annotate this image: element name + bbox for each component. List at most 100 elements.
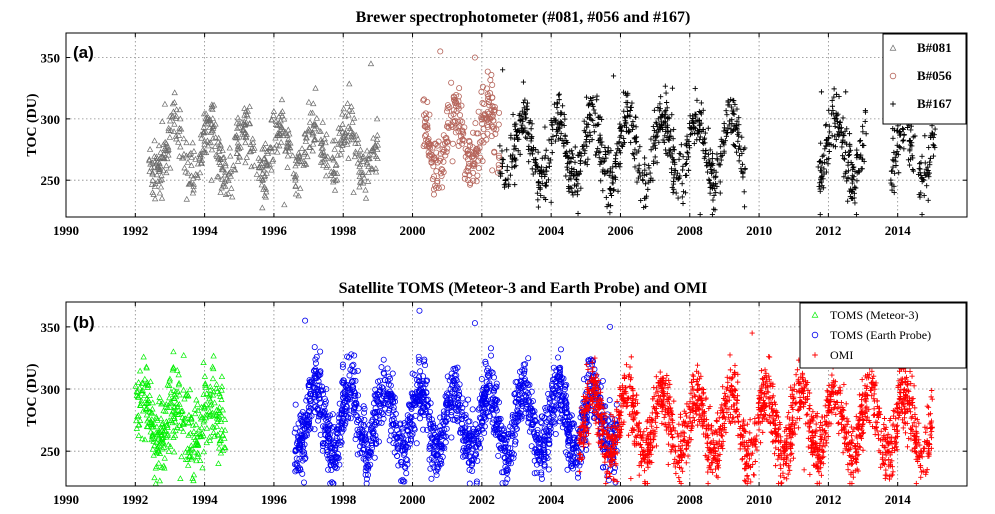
data-point-toms-meteor-3- <box>203 439 210 446</box>
data-point-b-081 <box>190 147 198 154</box>
data-point-toms-meteor-3- <box>202 381 209 388</box>
data-point-toms-meteor-3- <box>176 422 183 428</box>
data-point-b-167 <box>706 177 712 184</box>
data-point-toms-earth-probe- <box>484 372 491 379</box>
data-point-b-081 <box>235 120 243 126</box>
data-point-b-167 <box>666 137 672 143</box>
data-point-b-056 <box>431 173 438 180</box>
data-point-toms-meteor-3- <box>136 367 144 374</box>
data-point-b-167 <box>922 133 928 139</box>
data-point-b-167 <box>717 162 723 168</box>
data-point-toms-earth-probe- <box>442 433 449 440</box>
data-point-b-056 <box>434 142 441 149</box>
x-tick-label: 1992 <box>122 223 148 238</box>
data-point-b-056 <box>457 117 464 124</box>
data-point-b-056 <box>433 149 440 156</box>
data-point-toms-earth-probe- <box>315 378 322 385</box>
data-point-b-167 <box>730 127 737 133</box>
data-point-b-167 <box>714 151 720 157</box>
data-point-b-167 <box>664 105 670 111</box>
data-point-b-167 <box>591 107 597 113</box>
data-point-b-167 <box>538 192 544 199</box>
data-point-b-081 <box>234 139 242 146</box>
data-point-toms-meteor-3- <box>193 396 200 403</box>
data-point-toms-meteor-3- <box>135 379 142 385</box>
data-point-toms-earth-probe- <box>451 394 458 401</box>
data-point-b-081 <box>277 117 284 124</box>
data-point-toms-earth-probe- <box>528 388 535 395</box>
data-point-toms-earth-probe- <box>363 464 370 471</box>
data-point-b-081 <box>216 140 224 147</box>
data-point-toms-earth-probe- <box>408 432 415 439</box>
data-point-toms-meteor-3- <box>192 441 199 448</box>
data-point-toms-earth-probe- <box>470 456 477 463</box>
data-point-b-081 <box>275 113 283 120</box>
data-point-b-081 <box>269 156 277 162</box>
data-point-b-167 <box>597 132 603 138</box>
data-point-b-167 <box>697 137 703 143</box>
data-point-b-167 <box>717 144 723 150</box>
data-point-toms-earth-probe- <box>546 399 553 406</box>
data-point-b-081 <box>217 161 224 167</box>
data-point-b-167 <box>928 134 934 140</box>
data-point-toms-earth-probe- <box>393 426 400 433</box>
data-point-toms-meteor-3- <box>194 400 201 407</box>
data-point-toms-earth-probe- <box>361 416 368 423</box>
data-point-b-081 <box>242 129 249 136</box>
data-point-toms-earth-probe- <box>341 422 348 429</box>
data-point-toms-earth-probe- <box>322 398 329 405</box>
data-point-b-167 <box>653 119 659 125</box>
data-point-b-167 <box>857 138 863 144</box>
data-point-b-167 <box>583 94 590 100</box>
data-point-b-081 <box>305 98 313 105</box>
data-point-toms-meteor-3- <box>213 406 220 413</box>
data-point-toms-meteor-3- <box>172 427 179 434</box>
data-point-b-167 <box>596 155 602 161</box>
data-point-b-167 <box>845 168 852 174</box>
data-point-toms-earth-probe- <box>328 479 335 486</box>
data-point-toms-earth-probe- <box>489 406 496 413</box>
data-point-b-167 <box>549 140 555 146</box>
data-point-b-081 <box>272 118 280 124</box>
data-point-b-167 <box>853 211 860 218</box>
data-point-b-167 <box>570 154 576 160</box>
data-point-toms-earth-probe- <box>469 426 476 433</box>
data-point-toms-meteor-3- <box>153 423 161 430</box>
data-point-toms-earth-probe- <box>416 374 423 381</box>
data-point-toms-meteor-3- <box>218 386 225 393</box>
data-point-b-167 <box>829 97 835 104</box>
data-point-b-167 <box>849 189 855 195</box>
data-point-toms-earth-probe- <box>306 390 313 397</box>
data-point-b-081 <box>312 122 320 129</box>
data-point-toms-earth-probe- <box>531 457 538 464</box>
data-point-b-081 <box>222 183 229 189</box>
data-point-b-081 <box>149 159 156 166</box>
data-point-b-081 <box>356 163 363 169</box>
data-point-b-056 <box>433 184 440 191</box>
data-point-toms-meteor-3- <box>149 445 157 452</box>
data-point-toms-earth-probe- <box>311 368 318 375</box>
data-point-toms-earth-probe- <box>420 373 427 380</box>
data-point-b-167 <box>862 118 868 125</box>
data-point-toms-earth-probe- <box>363 475 370 482</box>
data-point-toms-earth-probe- <box>541 414 548 421</box>
data-point-b-167 <box>664 99 670 106</box>
data-point-toms-earth-probe- <box>429 460 436 467</box>
data-point-b-167 <box>528 135 534 141</box>
data-point-omi <box>690 372 696 378</box>
data-point-b-056 <box>424 122 431 129</box>
data-point-b-167 <box>576 170 582 176</box>
data-point-toms-earth-probe- <box>364 461 371 468</box>
data-point-toms-earth-probe- <box>361 409 368 416</box>
data-point-b-167 <box>516 129 523 135</box>
data-point-toms-earth-probe- <box>376 401 383 408</box>
data-point-b-081 <box>289 152 296 159</box>
data-point-toms-meteor-3- <box>190 428 198 434</box>
data-point-toms-earth-probe- <box>454 385 461 392</box>
data-point-b-081 <box>305 125 312 132</box>
data-point-b-167 <box>539 155 545 161</box>
data-point-b-081 <box>190 186 197 193</box>
data-point-toms-earth-probe- <box>337 434 344 441</box>
data-point-toms-earth-probe- <box>398 459 405 466</box>
data-point-b-081 <box>262 140 269 146</box>
